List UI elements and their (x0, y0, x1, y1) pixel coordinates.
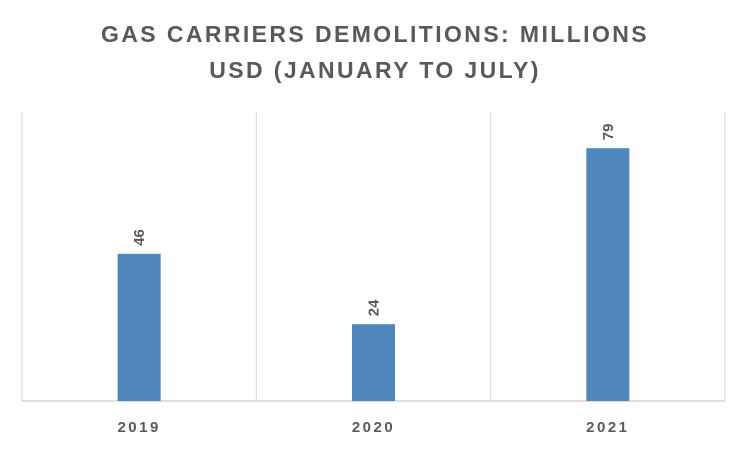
bar (352, 324, 395, 401)
data-label: 79 (600, 124, 617, 141)
chart-title: GAS CARRIERS DEMOLITIONS: MILLIONS USD (… (101, 21, 649, 83)
data-label: 46 (131, 229, 148, 246)
bar (117, 253, 161, 401)
x-tick-label: 2019 (117, 419, 160, 436)
data-label: 24 (366, 299, 383, 316)
bar (586, 148, 630, 401)
x-tick-label: 2021 (586, 419, 629, 436)
x-tick-label: 2020 (352, 419, 395, 436)
